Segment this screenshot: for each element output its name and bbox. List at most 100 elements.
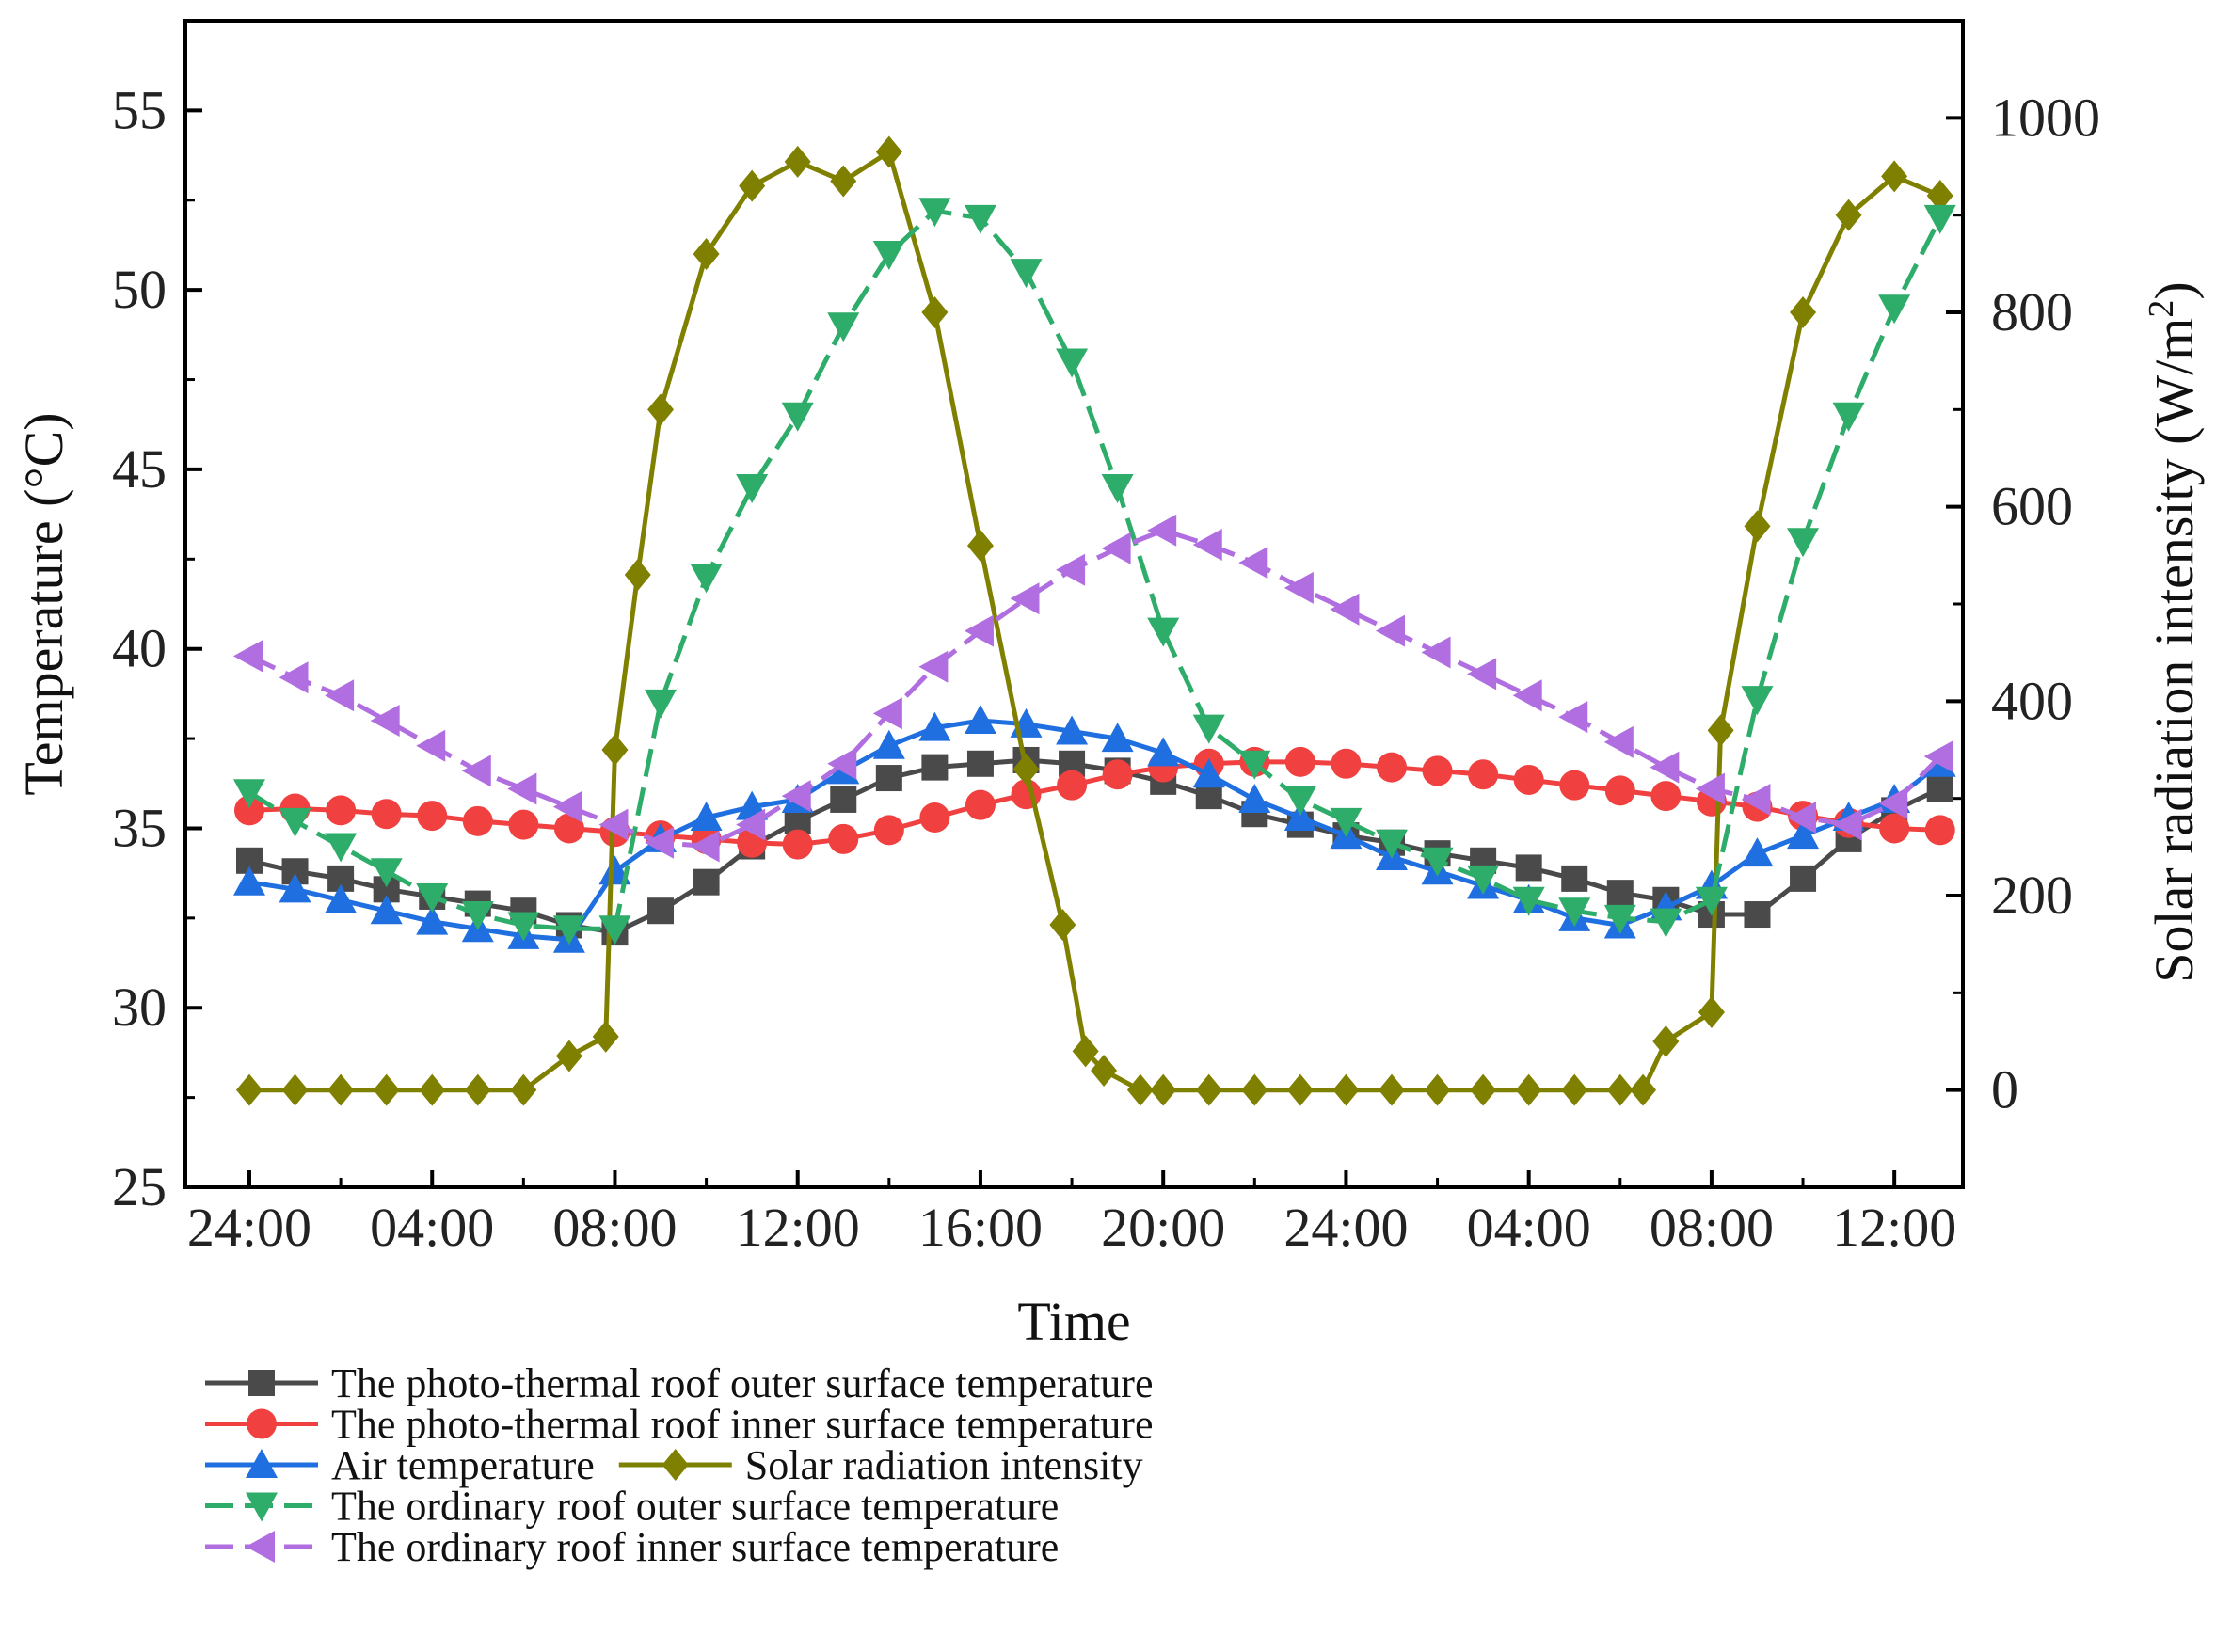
legend-item: Solar radiation intensity [618, 1442, 1143, 1488]
data-point [373, 1073, 400, 1106]
data-point [872, 697, 902, 730]
data-point [1515, 854, 1542, 882]
data-point [417, 801, 448, 832]
x-tick-label: 08:00 [552, 1197, 677, 1258]
data-point [232, 866, 265, 896]
data-point [690, 564, 723, 594]
y2-axis-title: Solar radiation intensity (W/m2) [2142, 281, 2205, 982]
data-point [1375, 614, 1405, 647]
data-point [1192, 714, 1225, 744]
data-point [1603, 904, 1636, 934]
y-tick-label: 40 [112, 618, 167, 679]
data-point [598, 915, 631, 945]
data-point [830, 165, 857, 198]
data-point [1049, 909, 1076, 941]
data-point [1790, 865, 1817, 892]
data-point [1422, 755, 1453, 786]
data-point [1606, 1073, 1634, 1106]
data-point [739, 169, 766, 202]
data-point [464, 1073, 491, 1106]
data-point [1091, 1055, 1118, 1087]
data-point [598, 855, 631, 885]
data-point [1744, 510, 1771, 543]
data-point [782, 829, 813, 860]
data-point [918, 198, 951, 228]
data-point [784, 145, 811, 178]
data-point [964, 705, 996, 734]
data-point [232, 779, 265, 809]
data-point [781, 402, 814, 432]
data-point [235, 1073, 263, 1106]
data-point [921, 754, 949, 781]
data-point [1559, 770, 1590, 801]
legend-marker [246, 1492, 278, 1522]
data-point [624, 559, 651, 591]
data-point [416, 905, 449, 935]
data-point [370, 705, 400, 737]
data-point [1238, 750, 1271, 780]
data-point [461, 755, 491, 787]
data-point [1330, 807, 1363, 837]
data-point [1832, 808, 1862, 841]
data-point [1421, 636, 1451, 669]
data-point [827, 747, 857, 780]
y-tick-label: 45 [112, 438, 167, 500]
data-point [830, 786, 857, 813]
data-point [1126, 1073, 1154, 1106]
data-point [1375, 829, 1408, 859]
data-point [370, 858, 403, 888]
data-point [1192, 529, 1222, 562]
data-point [1012, 753, 1040, 786]
data-point [1470, 1073, 1497, 1106]
data-point [1561, 1073, 1588, 1106]
series-5 [232, 198, 1956, 945]
data-point [1926, 180, 1953, 212]
legend-marker [248, 1370, 275, 1396]
data-point [1924, 815, 1955, 846]
legend-label: The photo-thermal roof outer surface tem… [331, 1360, 1154, 1406]
data-point [647, 897, 675, 925]
legend-label: The photo-thermal roof inner surface tem… [331, 1402, 1154, 1448]
data-point [1741, 783, 1771, 816]
data-point [1698, 996, 1725, 1028]
data-point [325, 679, 355, 712]
data-point [1558, 897, 1591, 928]
data-point [1241, 1073, 1268, 1106]
data-point [1603, 725, 1634, 758]
legend-item: The photo-thermal roof inner surface tem… [205, 1402, 1154, 1448]
x-axis-title: Time [1017, 1291, 1130, 1352]
y2-tick-label: 600 [1991, 476, 2073, 537]
data-point [1195, 1073, 1222, 1106]
legend-marker [246, 1531, 275, 1563]
data-point [1787, 802, 1817, 834]
data-point [1468, 759, 1499, 790]
data-point [1147, 737, 1180, 767]
y-tick-label: 50 [112, 259, 167, 320]
data-point [918, 711, 951, 741]
legend-label: The ordinary roof outer surface temperat… [331, 1484, 1059, 1530]
data-point [964, 614, 994, 647]
series-6 [232, 514, 1953, 863]
data-point [1744, 901, 1771, 929]
data-point [326, 795, 357, 826]
data-point [232, 640, 263, 673]
data-point [461, 901, 494, 931]
data-point [1561, 865, 1588, 892]
data-point [1056, 715, 1089, 745]
y2-axis-title-main: Solar radiation intensity (W/m [2144, 318, 2205, 983]
data-point [279, 873, 311, 903]
data-point [552, 790, 582, 823]
y2-tick-label: 1000 [1991, 87, 2100, 148]
data-point [1926, 775, 1953, 802]
data-point [416, 729, 446, 762]
data-point [1741, 837, 1774, 867]
data-point [1010, 259, 1043, 289]
data-point [1424, 1073, 1451, 1106]
data-point [872, 241, 905, 270]
data-point [875, 135, 902, 168]
data-point [1881, 160, 1908, 193]
data-point [1332, 1073, 1360, 1106]
y-tick-label: 25 [112, 1156, 167, 1217]
data-point [1330, 593, 1360, 626]
